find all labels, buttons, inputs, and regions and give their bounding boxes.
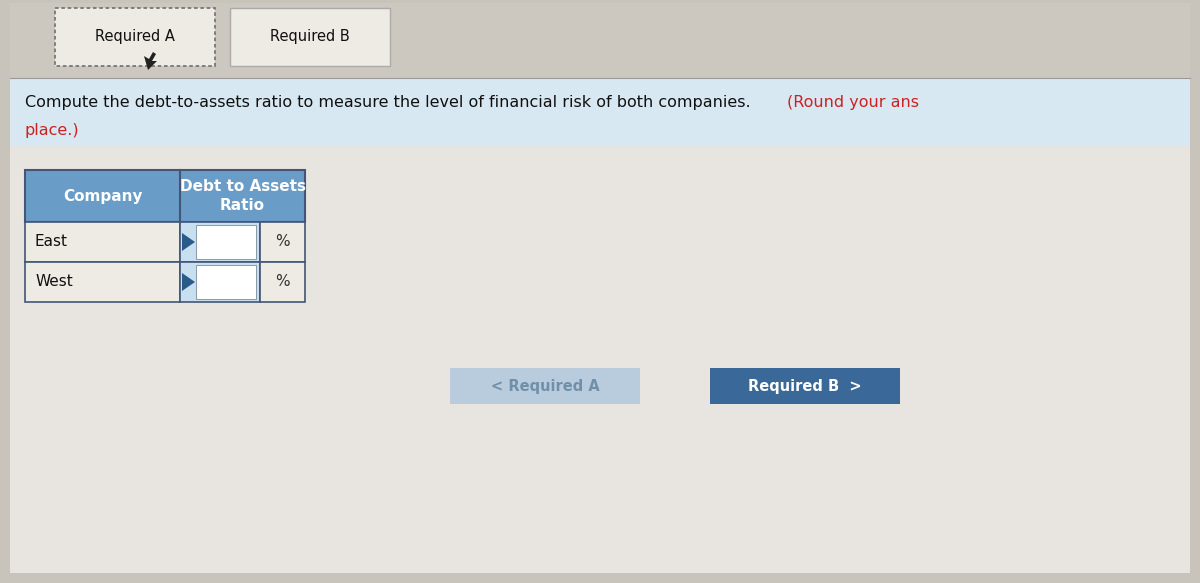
Polygon shape — [182, 273, 194, 291]
FancyBboxPatch shape — [196, 225, 256, 259]
FancyBboxPatch shape — [25, 222, 180, 262]
FancyBboxPatch shape — [260, 222, 305, 262]
FancyBboxPatch shape — [230, 8, 390, 66]
FancyBboxPatch shape — [25, 262, 180, 302]
Text: %: % — [275, 234, 290, 250]
Text: Debt to Assets
Ratio: Debt to Assets Ratio — [180, 178, 306, 213]
Text: Company: Company — [62, 188, 143, 203]
Text: (Round your ans: (Round your ans — [787, 96, 919, 111]
Text: Required B: Required B — [270, 30, 350, 44]
Text: < Required A: < Required A — [491, 378, 599, 394]
Polygon shape — [144, 52, 157, 70]
FancyBboxPatch shape — [55, 8, 215, 66]
Text: West: West — [35, 275, 73, 290]
FancyBboxPatch shape — [10, 3, 1190, 573]
Polygon shape — [182, 233, 194, 251]
Text: Required B  >: Required B > — [748, 378, 862, 394]
Text: Required A: Required A — [95, 30, 175, 44]
FancyBboxPatch shape — [10, 3, 1190, 78]
FancyBboxPatch shape — [180, 262, 260, 302]
FancyBboxPatch shape — [196, 265, 256, 299]
Text: Compute the debt-to-assets ratio to measure the level of financial risk of both : Compute the debt-to-assets ratio to meas… — [25, 96, 756, 111]
FancyBboxPatch shape — [25, 170, 305, 222]
Text: place.): place.) — [25, 122, 79, 138]
FancyBboxPatch shape — [260, 262, 305, 302]
FancyBboxPatch shape — [180, 222, 260, 262]
Text: East: East — [35, 234, 68, 250]
Text: %: % — [275, 275, 290, 290]
FancyBboxPatch shape — [10, 78, 1190, 146]
FancyBboxPatch shape — [710, 368, 900, 404]
FancyBboxPatch shape — [450, 368, 640, 404]
